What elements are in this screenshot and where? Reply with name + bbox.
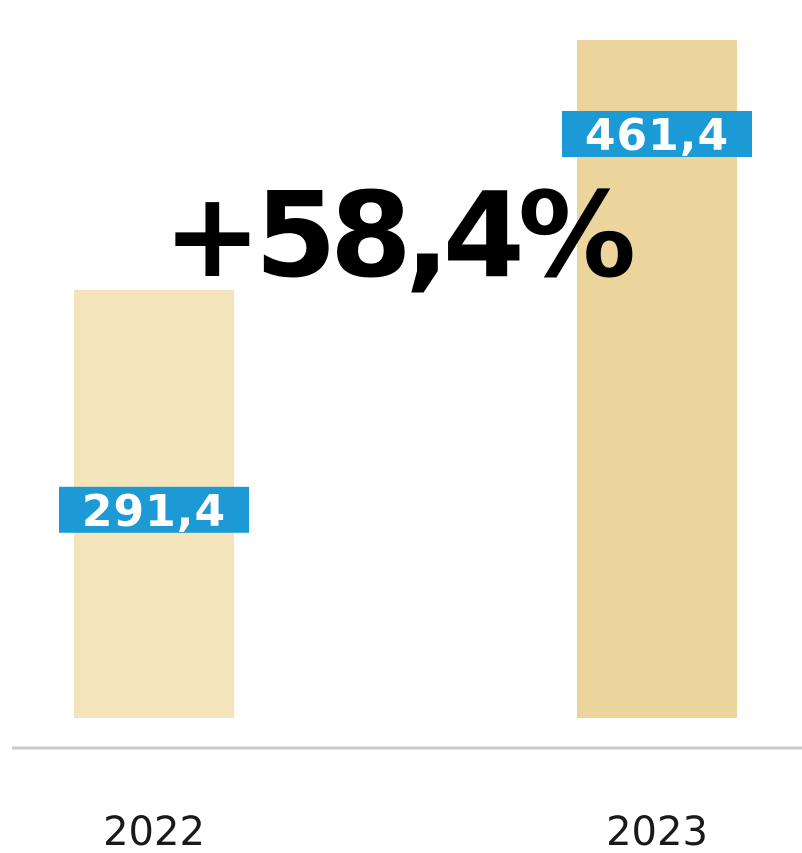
value-label-2023: 461,4 <box>585 110 729 161</box>
value-label-2022: 291,4 <box>82 486 226 537</box>
growth-headline: +58,4% <box>163 166 633 304</box>
x-tick-label-2022: 2022 <box>103 809 205 853</box>
x-tick-label-2023: 2023 <box>606 809 708 853</box>
value-label-bg-2023 <box>562 110 752 157</box>
value-label-bg-2022 <box>59 486 249 533</box>
